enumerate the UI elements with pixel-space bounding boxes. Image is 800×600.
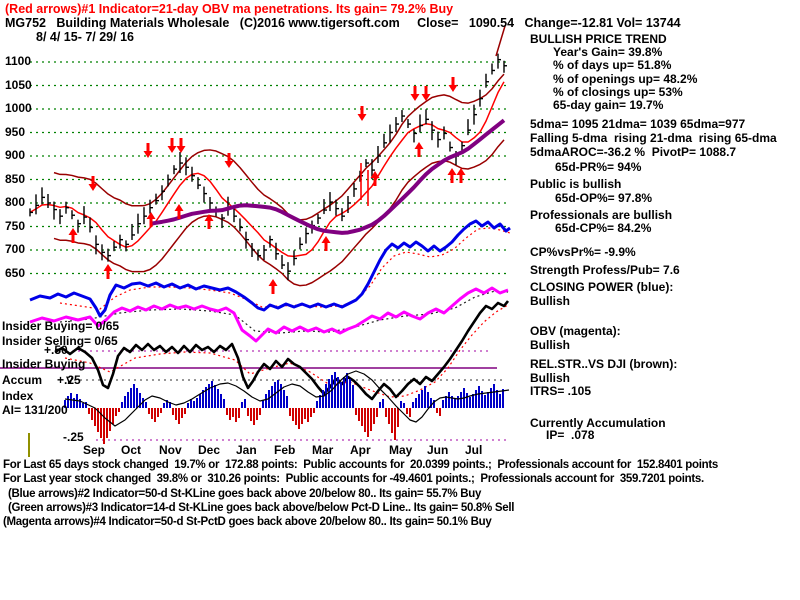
down-arrow-marker — [88, 176, 98, 191]
y-axis-label: 650 — [5, 265, 26, 280]
down-arrow-marker — [224, 153, 234, 168]
up-arrow-marker — [321, 236, 331, 251]
side-panel-line: Bullish — [530, 371, 571, 385]
side-panel-line: CP%vsPr%= -9.9% — [530, 245, 636, 259]
bottom-line: (Magenta arrows)#4 Indicator=50-d St-Pct… — [3, 516, 492, 528]
x-axis-month-label: Oct — [121, 443, 142, 457]
left-label: Accum — [2, 373, 43, 387]
side-panel-line: OBV (magenta): — [530, 324, 621, 338]
side-panel-line: Bullish — [530, 338, 571, 352]
bottom-line: (Blue arrows)#2 Indicator=50-d St-KLine … — [8, 488, 482, 500]
down-arrow-marker — [421, 86, 431, 101]
side-panel-line: Strength Profess/Pub= 7.6 — [530, 263, 680, 277]
x-axis-month-label: Jul — [465, 443, 483, 457]
x-axis-month-label: Feb — [274, 443, 296, 457]
up-arrow-marker — [204, 214, 214, 229]
side-panel-line: 65d-PR%= 94% — [555, 160, 642, 174]
up-arrow-marker — [103, 264, 113, 279]
y-axis-label: 900 — [5, 148, 26, 162]
bottom-line: For Last year stock changed 39.8% or 310… — [3, 473, 704, 485]
side-panel-line: Currently Accumulation — [530, 416, 666, 430]
side-panel-line: Bullish — [530, 294, 571, 308]
side-panel-line: Public is bullish — [530, 177, 622, 191]
side-panel-line: ITRS= .105 — [530, 384, 592, 398]
side-panel-line: Falling 5-dma rising 21-dma rising 65-dm… — [530, 131, 777, 145]
x-axis-month-label: Apr — [350, 443, 371, 457]
down-arrow-marker — [410, 86, 420, 101]
side-panel-line: Professionals are bullish — [530, 208, 673, 222]
down-arrow-marker — [176, 138, 186, 153]
y-axis-label: 850 — [5, 171, 26, 186]
side-panel-line: 65d-CP%= 84.2% — [555, 221, 652, 235]
left-label: +.50 — [44, 343, 68, 357]
side-panel-line: 5dmaAROC=-36.2 % PivotP= 1088.7 — [530, 145, 737, 159]
y-axis-label: 950 — [5, 124, 26, 139]
bottom-line: For Last 65 days stock changed 19.7% or … — [3, 459, 718, 471]
side-panel-line: 5dma= 1095 21dma= 1039 65dma=977 — [530, 117, 746, 131]
y-axis-label: 1000 — [5, 101, 32, 115]
side-panel-line: CLOSING POWER (blue): — [530, 280, 674, 294]
up-arrow-marker — [447, 168, 457, 183]
up-arrow-marker — [174, 204, 184, 219]
side-panel-line: 65d-OP%= 97.8% — [555, 191, 653, 205]
x-axis-month-label: Jun — [427, 443, 449, 457]
left-label: AI= 131/200 — [2, 403, 68, 417]
side-panel-line: % of closings up= 53% — [553, 85, 683, 99]
y-axis-label: 750 — [5, 218, 26, 233]
y-axis-label: 700 — [5, 242, 26, 256]
x-axis-month-label: Jan — [236, 443, 257, 457]
v-marker: V — [66, 375, 74, 387]
y-axis-label: 800 — [5, 195, 26, 209]
y-axis-label: 1100 — [5, 54, 32, 68]
title-bar: MG752 Building Materials Wholesale (C)20… — [5, 16, 681, 30]
left-label: Insider Selling= 0/65 — [2, 334, 118, 348]
left-label: Index — [2, 389, 34, 403]
left-label: -.25 — [63, 430, 84, 444]
up-arrow-marker — [68, 228, 78, 243]
up-arrow-marker — [268, 279, 278, 294]
left-label: Insider Buying= 0/65 — [2, 319, 120, 333]
date-range: 8/ 4/ 15- 7/ 29/ 16 — [36, 30, 134, 44]
side-panel-line: REL.STR..VS DJI (brown): — [530, 357, 678, 371]
side-panel-line: % of days up= 51.8% — [553, 58, 672, 72]
side-panel-line: 65-day gain= 19.7% — [553, 98, 664, 112]
up-arrow-marker — [146, 212, 156, 227]
down-arrow-marker — [167, 138, 177, 153]
left-label: +.25 — [57, 373, 81, 387]
x-axis-month-label: Mar — [312, 443, 334, 457]
x-axis-month-label: May — [389, 443, 413, 457]
down-arrow-marker — [448, 77, 458, 92]
up-arrow-marker — [456, 168, 466, 183]
bottom-line: (Green arrows)#3 Indicator=14-d St-KLine… — [8, 502, 515, 514]
x-axis-month-label: Sep — [83, 443, 106, 457]
down-arrow-marker — [143, 143, 153, 158]
side-panel-line: % of openings up= 48.2% — [553, 72, 698, 86]
up-arrow-marker — [370, 171, 380, 186]
x-axis-month-label: Nov — [159, 443, 182, 457]
side-panel-line: IP= .078 — [546, 428, 595, 442]
x-axis-month-label: Dec — [198, 443, 221, 457]
indicator1-legend: (Red arrows)#1 Indicator=21-day OBV ma p… — [5, 2, 454, 16]
left-label: Insider Buying — [2, 357, 86, 371]
side-panel-line: Year's Gain= 39.8% — [553, 45, 663, 59]
up-arrow-marker — [414, 142, 424, 157]
side-panel-line: BULLISH PRICE TREND — [530, 32, 667, 46]
y-axis-label: 1050 — [5, 77, 32, 92]
down-arrow-marker — [357, 106, 367, 121]
